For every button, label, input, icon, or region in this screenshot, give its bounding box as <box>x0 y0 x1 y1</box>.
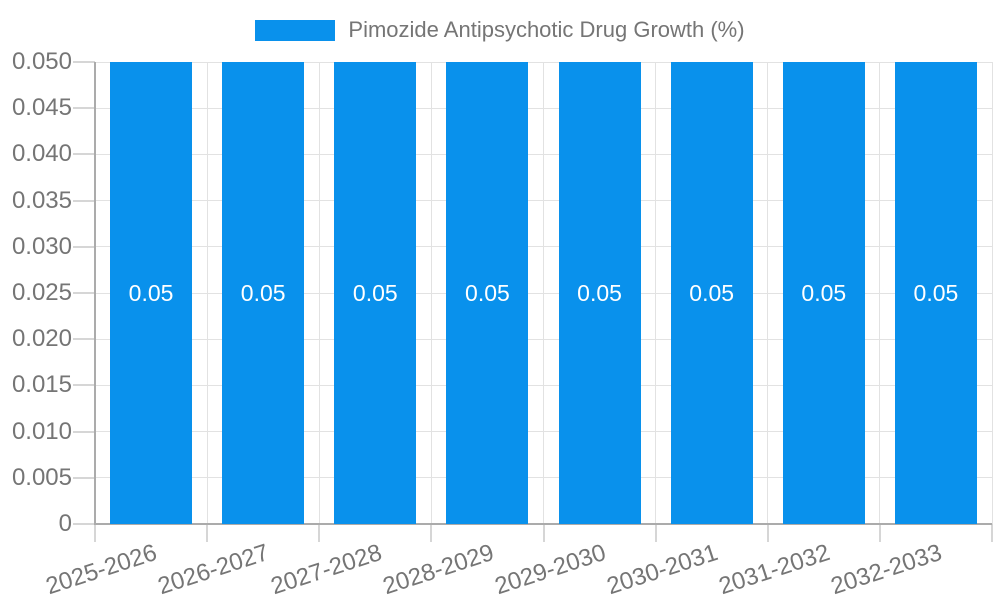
y-axis-tick <box>73 292 95 294</box>
x-axis-tick <box>878 524 881 542</box>
vertical-gridline <box>430 62 432 524</box>
bar[interactable] <box>782 62 865 524</box>
y-axis-tick <box>73 153 95 156</box>
x-axis-tick-label: 2030-2031 <box>603 539 722 600</box>
bar[interactable] <box>334 62 417 524</box>
bar[interactable] <box>446 62 529 524</box>
bar[interactable] <box>670 62 753 524</box>
y-axis-tick-label: 0.025 <box>11 279 72 306</box>
bar-value-label: 0.05 <box>352 280 398 306</box>
vertical-gridline <box>543 62 544 524</box>
x-axis-tick <box>766 524 769 542</box>
x-axis-tick <box>654 524 657 542</box>
y-axis-tick-label: 0.050 <box>11 48 72 75</box>
y-axis-tick-label: 0.030 <box>11 232 72 260</box>
vertical-gridline <box>318 62 320 524</box>
x-axis-tick-label: 2028-2029 <box>379 539 497 600</box>
bar-value-label: 0.05 <box>128 280 174 306</box>
x-axis-tick-label: 2026-2027 <box>155 539 273 600</box>
bar[interactable] <box>222 62 305 524</box>
y-axis-tick <box>73 338 95 341</box>
vertical-gridline <box>206 62 208 524</box>
y-axis-tick-label: 0.040 <box>11 140 72 168</box>
vertical-gridline <box>767 62 769 524</box>
x-axis-tick-label: 2025-2026 <box>42 539 161 600</box>
y-axis-line <box>94 62 96 524</box>
legend-marker-swatch <box>255 19 336 41</box>
x-axis-tick-label: 2032-2033 <box>827 539 946 600</box>
legend-label: Pimozide Antipsychotic Drug Growth (%) <box>348 17 745 42</box>
bar-value-label: 0.05 <box>801 280 847 306</box>
x-axis-tick <box>542 524 545 542</box>
y-axis-tick <box>73 107 95 110</box>
x-axis-tick <box>206 524 209 542</box>
vertical-gridline <box>655 62 657 524</box>
y-axis-tick-label: 0.045 <box>11 94 72 122</box>
legend[interactable]: Pimozide Antipsychotic Drug Growth (%) <box>0 17 1000 43</box>
y-axis-tick <box>73 199 95 202</box>
y-axis-tick <box>73 523 95 525</box>
vertical-gridline <box>991 62 993 524</box>
bar-value-label: 0.05 <box>465 280 510 306</box>
bar-value-label: 0.05 <box>689 280 735 306</box>
bar[interactable] <box>558 62 641 524</box>
y-axis-tick-label: 0.005 <box>11 463 72 491</box>
vertical-gridline <box>879 62 881 524</box>
y-axis-tick-label: 0.010 <box>11 417 72 445</box>
x-axis-line <box>94 523 992 525</box>
y-axis-tick <box>73 61 95 63</box>
y-axis-tick <box>73 476 95 479</box>
bar-value-label: 0.05 <box>913 280 959 306</box>
bar-value-label: 0.05 <box>240 280 286 306</box>
x-axis-tick-label: 2029-2030 <box>491 539 609 600</box>
bar[interactable] <box>110 62 193 524</box>
y-axis-tick-label: 0.035 <box>11 186 72 214</box>
bar[interactable] <box>894 62 977 524</box>
x-axis-tick-label: 2027-2028 <box>267 539 385 600</box>
x-axis-tick <box>94 524 96 542</box>
y-axis-tick <box>73 384 95 387</box>
y-axis-tick-label: 0.020 <box>11 325 72 353</box>
bar-value-label: 0.05 <box>577 280 622 306</box>
y-axis-tick-label: 0 <box>58 510 72 537</box>
x-axis-tick <box>991 524 993 542</box>
x-axis-tick <box>430 524 433 542</box>
y-axis-tick <box>73 430 95 433</box>
y-axis-tick <box>73 245 95 248</box>
x-axis-tick-label: 2031-2032 <box>715 539 834 600</box>
y-axis-tick-label: 0.015 <box>11 371 72 399</box>
x-axis-tick <box>318 524 321 542</box>
